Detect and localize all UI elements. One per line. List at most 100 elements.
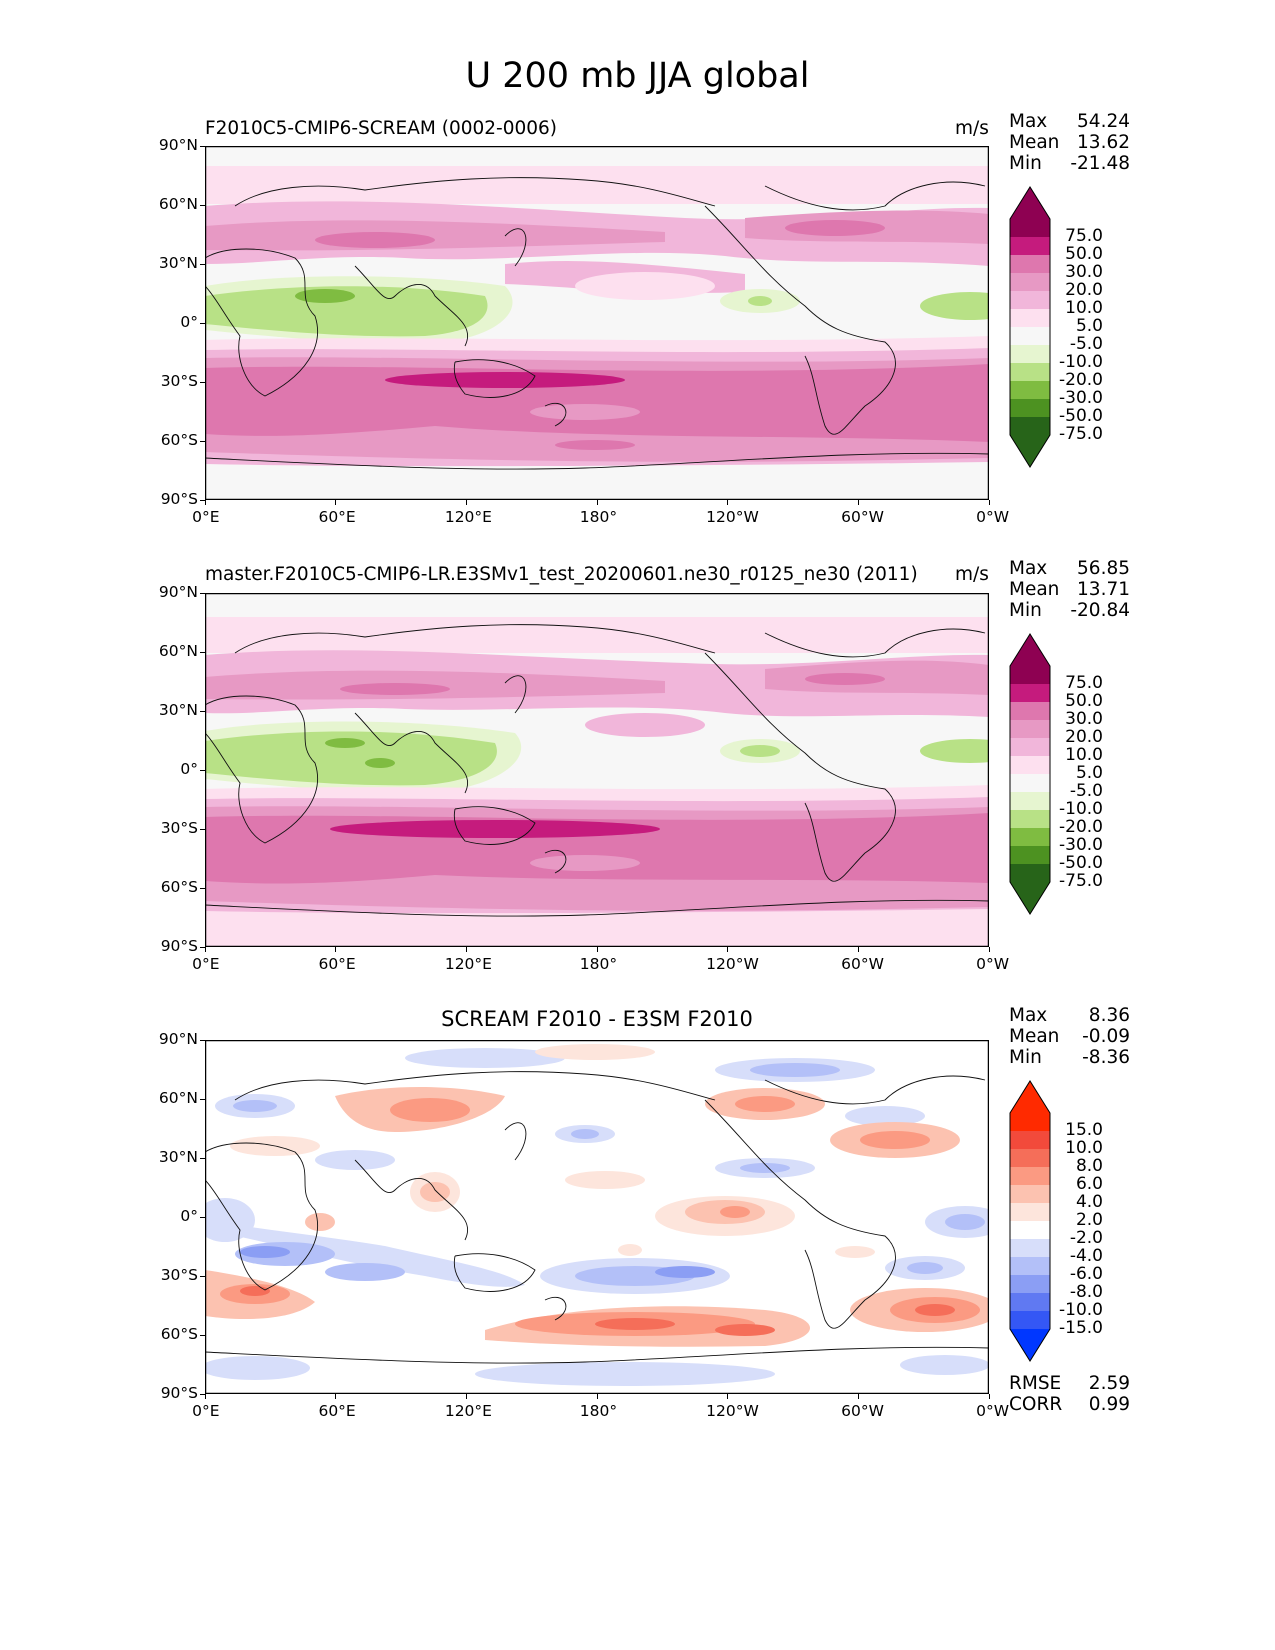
stat-mean-label: Mean [1009,579,1060,600]
colorbar-level-label: -2.0 [1069,1228,1103,1248]
x-tick-mark [335,947,337,952]
y-tick-label: 30°S [160,1266,198,1284]
colorbar-segment [1010,381,1050,400]
colorbar-segment [1010,327,1050,346]
colorbar-level-label: 50.0 [1065,244,1103,264]
colorbar-segment [1010,1239,1050,1258]
y-tick-label: 60°N [158,1089,198,1107]
colorbar-level-label: -4.0 [1069,1246,1103,1266]
y-tick-label: 30°S [160,819,198,837]
colorbar-level-label: 4.0 [1075,1192,1103,1212]
y-tick-mark [200,1157,205,1159]
x-tick-mark [465,947,467,952]
colorbar-segment [1010,1221,1050,1240]
y-tick-mark [200,1334,205,1336]
x-tick-label: 180° [579,508,618,526]
panel-title-diff: SCREAM F2010 - E3SM F2010 [441,1007,753,1031]
colorbar-extend-top [1010,634,1050,666]
x-tick-label: 120°W [706,1402,759,1420]
stat-max-label: Max [1009,1005,1048,1026]
colorbar-segment [1010,363,1050,382]
colorbar-segment [1010,1293,1050,1312]
colorbar-level-label: 10.0 [1065,1138,1103,1158]
y-tick-label: 30°S [160,372,198,390]
panel-units-ref: m/s [955,564,989,585]
stat-min-label: Min [1009,153,1042,174]
stat-min-value: -8.36 [1082,1047,1130,1068]
y-tick-label: 90°N [158,136,198,154]
x-tick-mark [988,500,990,505]
colorbar-level-label: -8.0 [1069,1282,1103,1302]
corr-value: 0.99 [1088,1394,1130,1415]
colorbar-level-label: 20.0 [1065,727,1103,747]
stat-max-value: 56.85 [1077,558,1130,579]
y-tick-mark [200,1216,205,1218]
x-tick-mark [596,500,598,505]
colorbar-extend-bottom [1010,435,1050,467]
stat-mean-label: Mean [1009,1026,1060,1047]
stat-min-label: Min [1009,600,1042,621]
y-tick-label: 60°S [160,1325,198,1343]
colorbar-extend-top [1010,187,1050,219]
colorbar-level-label: 20.0 [1065,280,1103,300]
y-tick-mark [200,710,205,712]
y-tick-label: 90°N [158,1030,198,1048]
colorbar-level-label: 10.0 [1065,745,1103,765]
colorbar-level-label: -6.0 [1069,1264,1103,1284]
colorbar-level-label: -10.0 [1059,352,1103,372]
colorbar-level-label: -5.0 [1069,781,1103,801]
stat-min-label: Min [1009,1047,1042,1068]
colorbar-level-label: -5.0 [1069,334,1103,354]
colorbar-segment [1010,1113,1050,1132]
x-tick-mark [988,1394,990,1399]
y-tick-label: 90°S [160,937,198,955]
colorbar-segment [1010,399,1050,418]
x-tick-label: 0°E [192,1402,220,1420]
x-tick-label: 0°W [976,508,1010,526]
colorbar-segment [1010,1167,1050,1186]
colorbar-level-label: 8.0 [1075,1156,1103,1176]
colorbar-model [1009,186,1051,468]
colorbar-level-label: -20.0 [1059,370,1103,390]
colorbar-segment [1010,828,1050,847]
x-tick-label: 180° [579,1402,618,1420]
colorbar-level-label: 75.0 [1065,673,1103,693]
map-ref [205,593,989,947]
panel-units-test: m/s [955,118,989,139]
x-tick-label: 0°W [976,1402,1010,1420]
x-tick-mark [727,1394,729,1399]
colorbar-segment [1010,1257,1050,1276]
colorbar-outline [1009,186,1051,468]
y-tick-mark [200,499,205,501]
x-tick-mark [857,947,859,952]
colorbar-level-label: 5.0 [1075,316,1103,336]
colorbar-segment [1010,345,1050,364]
x-tick-label: 60°W [841,1402,884,1420]
colorbar-segment [1010,291,1050,310]
colorbar-segment [1010,864,1050,883]
colorbar-segment [1010,1185,1050,1204]
colorbar-level-label: -75.0 [1059,424,1103,444]
colorbar-level-label: -50.0 [1059,853,1103,873]
x-tick-mark [465,1394,467,1399]
colorbar-extend-top [1010,1081,1050,1113]
colorbar-segment [1010,684,1050,703]
colorbar-segment [1010,255,1050,274]
y-tick-label: 0° [180,760,198,778]
x-tick-label: 120°E [444,955,492,973]
colorbar-segment [1010,1275,1050,1294]
y-tick-label: 0° [180,1207,198,1225]
colorbar-segment [1010,1149,1050,1168]
colorbar-level-label: 75.0 [1065,226,1103,246]
x-tick-mark [727,947,729,952]
colorbar-segment [1010,219,1050,238]
y-tick-label: 90°S [160,490,198,508]
stat-mean-value: 13.62 [1077,132,1130,153]
colorbar-level-label: 10.0 [1065,298,1103,318]
corr-label: CORR [1009,1394,1063,1415]
x-tick-label: 120°W [706,955,759,973]
y-tick-mark [200,769,205,771]
rmse-value: 2.59 [1088,1373,1130,1394]
x-tick-mark [857,1394,859,1399]
colorbar-segment [1010,1311,1050,1330]
